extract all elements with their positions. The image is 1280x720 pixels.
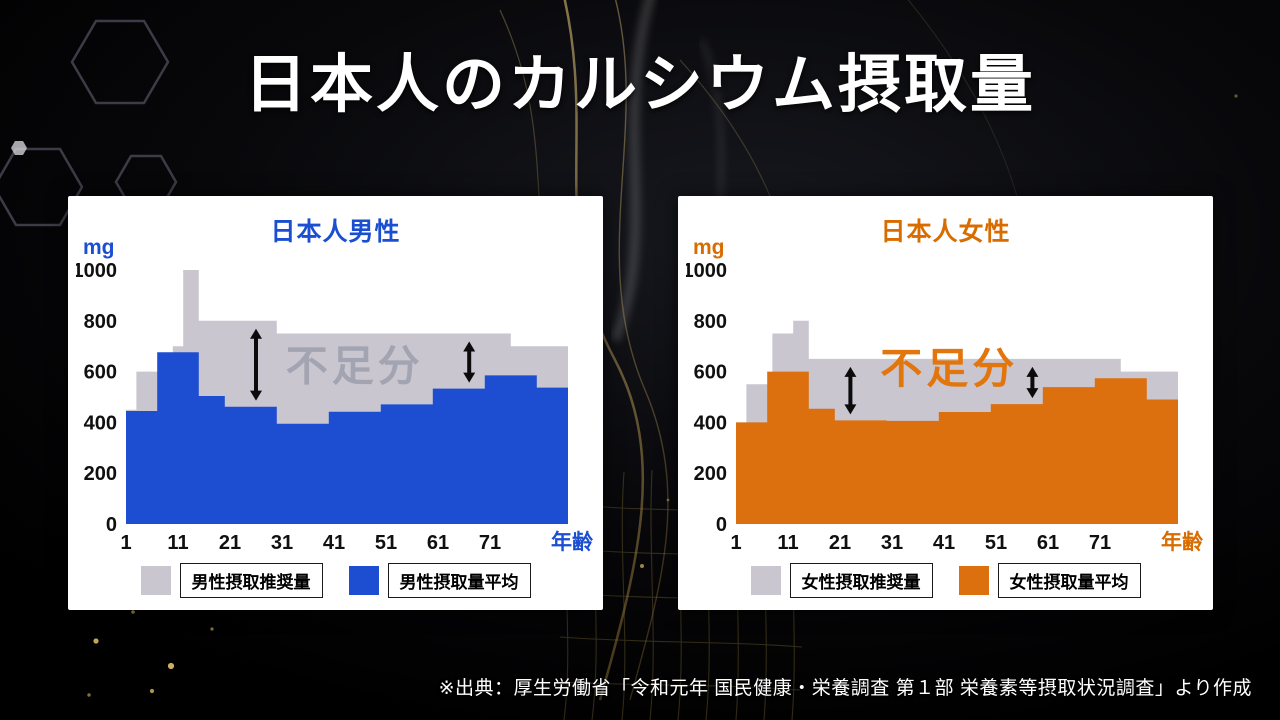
y-tick-label: 800 <box>84 311 117 333</box>
gap-arrow-head-up <box>844 366 857 377</box>
x-tick-label: 71 <box>479 532 501 554</box>
x-tick-label: 61 <box>1037 532 1059 554</box>
y-tick-label: 800 <box>694 311 727 333</box>
x-tick-label: 71 <box>1089 532 1111 554</box>
x-tick-label: 21 <box>219 532 241 554</box>
x-tick-label: 51 <box>985 532 1007 554</box>
x-tick-label: 21 <box>829 532 851 554</box>
x-axis-label: 年齢 <box>551 530 594 554</box>
male-recommended-swatch <box>140 566 171 595</box>
shortage-annotation: 不足分 <box>880 345 1018 392</box>
x-tick-label: 11 <box>777 532 798 554</box>
female-recommended-label: 女性摂取推奨量 <box>789 563 933 598</box>
hexagon-dot <box>11 141 27 155</box>
gap-arrow-head-down <box>463 372 476 383</box>
female-average-swatch <box>958 566 989 595</box>
female-average-label: 女性摂取量平均 <box>997 563 1141 598</box>
male-chart-card: 日本人男性 mg 0 200 400 600 800 1000 1 11 21 31 41 51 61 7… <box>68 196 603 610</box>
light-streak <box>610 0 655 342</box>
y-tick-label: 0 <box>106 514 117 536</box>
male-average-swatch <box>348 566 379 595</box>
male-chart-title: 日本人男性 <box>270 218 401 246</box>
gap-arrow-head-down <box>1026 388 1039 399</box>
page-title: 日本人のカルシウム摂取量 <box>244 50 1036 120</box>
x-tick-label: 1 <box>120 532 131 554</box>
y-tick-label: 200 <box>694 463 727 485</box>
x-tick-label: 11 <box>167 532 188 554</box>
female-chart-card: 日本人女性 mg 0 200 400 600 800 1000 1 11 21 31 41 51 61 7… <box>678 196 1213 610</box>
female-recommended-swatch <box>750 566 781 595</box>
x-tick-label: 31 <box>881 532 903 554</box>
x-tick-label: 51 <box>375 532 397 554</box>
female-chart-title: 日本人女性 <box>880 218 1011 246</box>
gap-arrow-head-up <box>1026 366 1039 377</box>
gap-arrow-head-down <box>250 390 262 401</box>
x-tick-label: 41 <box>933 532 955 554</box>
y-tick-label: 400 <box>84 412 117 434</box>
gap-arrow-head-up <box>463 341 476 352</box>
female-recommended-legend-item: 女性摂取推奨量 <box>750 563 933 598</box>
x-axis-label: 年齢 <box>1161 530 1204 554</box>
y-tick-label: 1000 <box>686 260 727 282</box>
average-area <box>126 352 568 524</box>
y-tick-label: 400 <box>694 412 727 434</box>
gap-arrow-head-down <box>844 404 857 415</box>
x-tick-label: 61 <box>427 532 449 554</box>
x-tick-label: 41 <box>323 532 345 554</box>
male-legend: 男性摂取推奨量 男性摂取量平均 <box>68 563 603 598</box>
male-recommended-label: 男性摂取推奨量 <box>179 563 323 598</box>
y-tick-label: 600 <box>84 362 117 384</box>
female-legend: 女性摂取推奨量 女性摂取量平均 <box>678 563 1213 598</box>
average-area <box>736 371 1178 524</box>
female-average-legend-item: 女性摂取量平均 <box>958 563 1141 598</box>
y-tick-label: 600 <box>694 362 727 384</box>
source-note: ※出典：厚生労働省「令和元年 国民健康・栄養調査 第１部 栄養素等摂取状況調査」… <box>438 678 1252 699</box>
male-average-label: 男性摂取量平均 <box>387 563 531 598</box>
gap-arrow-head-up <box>250 328 262 339</box>
male-average-legend-item: 男性摂取量平均 <box>348 563 531 598</box>
y-tick-label: 1000 <box>76 260 117 282</box>
male-unit-label: mg <box>83 236 115 259</box>
shortage-annotation: 不足分 <box>286 343 424 390</box>
x-tick-label: 31 <box>271 532 293 554</box>
y-tick-label: 0 <box>716 514 727 536</box>
male-recommended-legend-item: 男性摂取推奨量 <box>140 563 323 598</box>
x-tick-label: 1 <box>730 532 741 554</box>
y-tick-label: 200 <box>84 463 117 485</box>
female-unit-label: mg <box>693 236 725 259</box>
